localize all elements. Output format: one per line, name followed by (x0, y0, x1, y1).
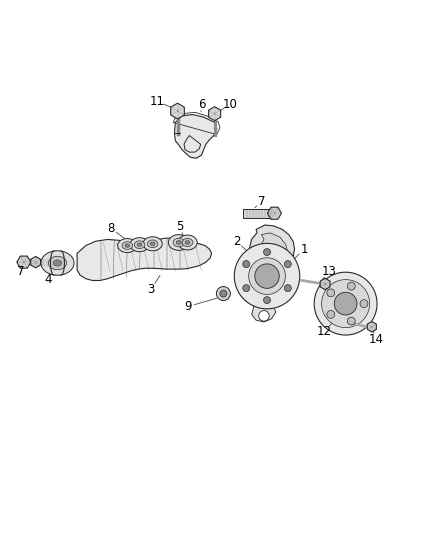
Text: 7: 7 (17, 265, 24, 278)
Polygon shape (255, 264, 279, 288)
Circle shape (360, 300, 368, 308)
Text: 8: 8 (107, 222, 114, 235)
Circle shape (264, 248, 271, 256)
Polygon shape (367, 321, 376, 332)
Polygon shape (17, 256, 31, 268)
Polygon shape (41, 251, 74, 275)
Text: 2: 2 (233, 235, 240, 248)
Text: 10: 10 (223, 98, 237, 110)
Polygon shape (118, 239, 137, 253)
Polygon shape (130, 238, 149, 252)
Polygon shape (77, 238, 212, 280)
Polygon shape (168, 235, 189, 251)
Polygon shape (173, 238, 184, 247)
Polygon shape (147, 240, 158, 248)
Polygon shape (178, 235, 197, 250)
Polygon shape (48, 256, 67, 270)
Polygon shape (250, 225, 294, 300)
Polygon shape (334, 292, 357, 315)
Polygon shape (260, 233, 288, 270)
Polygon shape (249, 258, 286, 294)
Polygon shape (174, 115, 217, 158)
Text: 5: 5 (176, 220, 184, 233)
Circle shape (243, 261, 250, 268)
Polygon shape (185, 240, 190, 244)
Polygon shape (252, 298, 276, 322)
Text: 1: 1 (300, 243, 308, 255)
Text: 3: 3 (148, 282, 155, 296)
Polygon shape (150, 242, 155, 246)
Polygon shape (320, 278, 330, 289)
Circle shape (216, 287, 230, 301)
Text: 11: 11 (149, 95, 165, 108)
Polygon shape (268, 207, 282, 219)
Polygon shape (137, 243, 142, 246)
Polygon shape (134, 241, 145, 248)
Circle shape (264, 297, 271, 304)
Circle shape (284, 285, 291, 292)
Text: 12: 12 (316, 326, 331, 338)
Text: 7: 7 (258, 195, 265, 207)
Polygon shape (143, 237, 162, 251)
Circle shape (347, 282, 355, 290)
Polygon shape (171, 103, 184, 119)
Text: 14: 14 (369, 333, 384, 346)
Polygon shape (31, 256, 41, 268)
Circle shape (347, 317, 355, 325)
Polygon shape (234, 244, 300, 309)
Text: 6: 6 (198, 98, 205, 110)
Circle shape (259, 311, 269, 321)
Circle shape (327, 289, 335, 297)
Polygon shape (125, 244, 130, 247)
Polygon shape (122, 241, 133, 249)
Text: 13: 13 (321, 265, 336, 278)
Text: 4: 4 (44, 273, 52, 286)
Circle shape (243, 285, 250, 292)
Text: 9: 9 (184, 300, 191, 313)
Circle shape (220, 290, 227, 297)
Circle shape (284, 261, 291, 268)
Polygon shape (176, 240, 181, 245)
Polygon shape (182, 238, 193, 247)
Polygon shape (243, 209, 272, 217)
Polygon shape (53, 260, 62, 266)
Circle shape (327, 310, 335, 318)
Polygon shape (208, 107, 221, 120)
Polygon shape (321, 280, 370, 328)
Polygon shape (314, 272, 377, 335)
